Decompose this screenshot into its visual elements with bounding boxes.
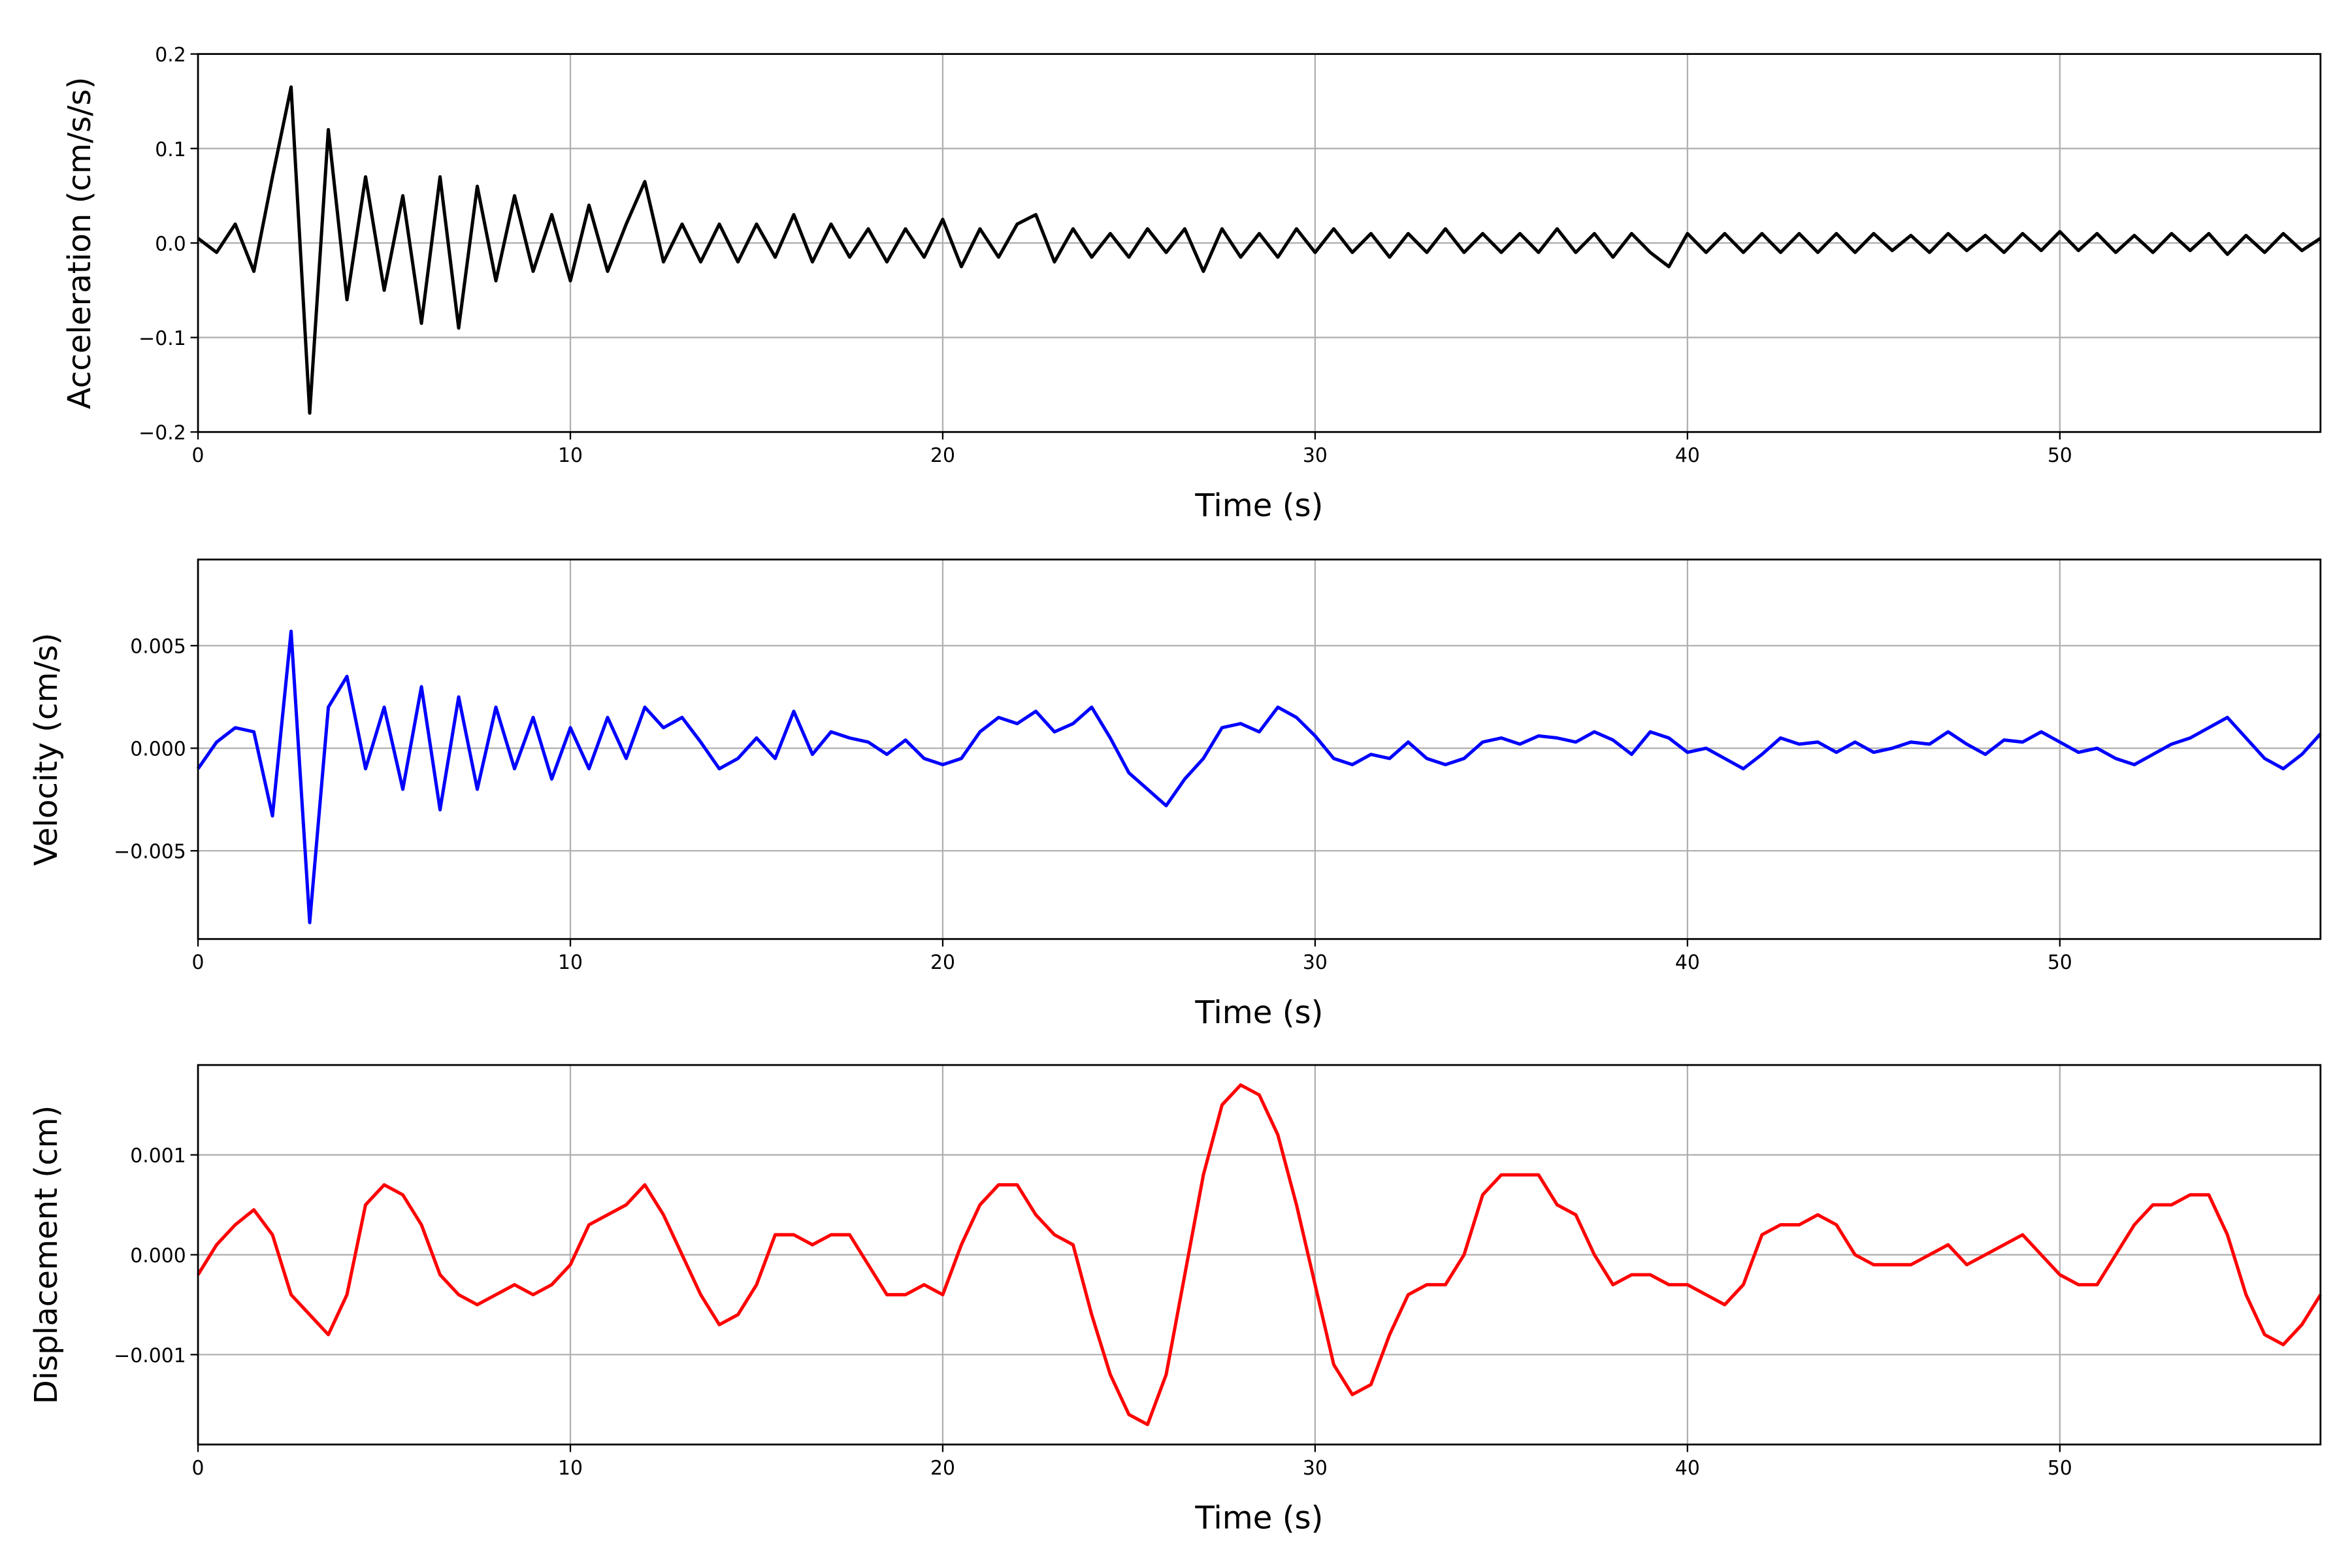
- y-tick-label: 0.1: [155, 139, 186, 161]
- x-axis-label: Time (s): [1194, 487, 1323, 524]
- y-tick-label: 0.000: [130, 1245, 186, 1267]
- x-tick-label: 50: [2048, 444, 2072, 467]
- y-axis-label: Acceleration (cm/s/s): [61, 77, 98, 410]
- x-tick-label: 20: [930, 444, 955, 467]
- x-tick-label: 50: [2048, 951, 2072, 974]
- x-axis-label: Time (s): [1194, 1500, 1323, 1537]
- y-tick-label: −0.001: [114, 1345, 186, 1367]
- y-tick-label: 0.001: [130, 1145, 186, 1168]
- x-tick-label: 10: [558, 1457, 583, 1480]
- axes-frame: [197, 53, 2322, 433]
- x-tick-label: 40: [1675, 444, 1700, 467]
- x-tick-label: 20: [930, 951, 955, 974]
- y-axis-label: Velocity (cm/s): [28, 632, 65, 866]
- x-axis-label: Time (s): [1194, 994, 1323, 1031]
- x-tick-label: 40: [1675, 951, 1700, 974]
- y-tick-label: −0.005: [114, 841, 186, 864]
- y-tick-label: 0.2: [155, 44, 186, 67]
- y-tick-label: −0.1: [139, 327, 186, 350]
- x-tick-label: 40: [1675, 1457, 1700, 1480]
- data-line: [196, 629, 2322, 924]
- data-line: [196, 1083, 2322, 1426]
- y-tick-label: 0.000: [130, 738, 186, 761]
- y-tick-label: 0.005: [130, 636, 186, 659]
- x-tick-label: 30: [1303, 444, 1328, 467]
- x-tick-label: 20: [930, 1457, 955, 1480]
- y-tick-label: 0.0: [155, 233, 186, 255]
- data-line: [197, 85, 2322, 415]
- x-tick-label: 30: [1303, 1457, 1328, 1480]
- x-tick-label: 10: [558, 951, 583, 974]
- axes-frame: [197, 559, 2322, 940]
- x-tick-label: 0: [192, 951, 204, 974]
- y-axis-label: Displacement (cm): [28, 1105, 65, 1405]
- axes-frame: [197, 1064, 2322, 1446]
- x-tick-label: 0: [192, 444, 204, 467]
- x-tick-label: 10: [558, 444, 583, 467]
- x-tick-label: 50: [2048, 1457, 2072, 1480]
- y-tick-label: −0.2: [139, 422, 186, 445]
- x-tick-label: 0: [192, 1457, 204, 1480]
- x-tick-label: 30: [1303, 951, 1328, 974]
